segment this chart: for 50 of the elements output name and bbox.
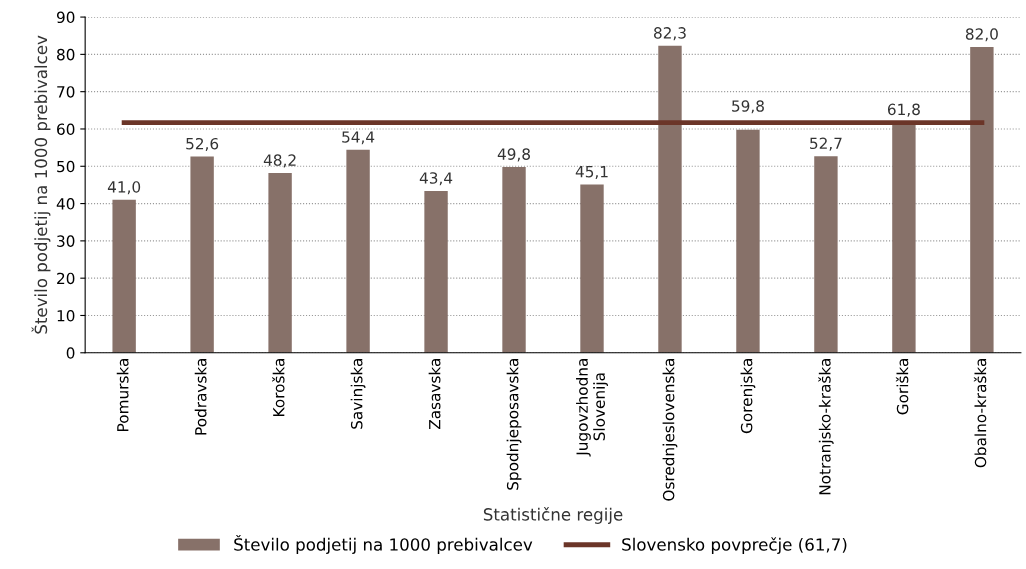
- x-tick-label: Zasavska: [428, 359, 441, 430]
- bar: [736, 129, 760, 353]
- data-label: 52,6: [186, 137, 219, 152]
- x-tick-label: Koroška: [272, 359, 285, 416]
- bar: [346, 149, 370, 353]
- data-label: 82,0: [965, 28, 998, 42]
- x-tick-label: Savinjska: [350, 359, 366, 429]
- bar: [970, 46, 994, 353]
- x-axis-title: Statistične regije: [483, 507, 623, 524]
- y-tick-label: 40: [56, 198, 75, 210]
- legend-label: Slovensko povprečje (61,7): [622, 537, 847, 554]
- x-tick-label: Jugovzhodna Slovenija: [576, 359, 608, 457]
- y-tick-label: 0: [66, 347, 75, 359]
- data-label: 59,8: [732, 100, 764, 114]
- bar: [424, 190, 448, 353]
- x-tick-label: Obalno-kraška: [973, 359, 987, 468]
- y-tick-label: 50: [57, 160, 75, 173]
- bar: [190, 156, 214, 353]
- data-label: 54,4: [342, 131, 375, 145]
- data-label: 45,1: [575, 166, 608, 179]
- y-tick-label: 20: [57, 272, 75, 285]
- x-tick-label: Spodnjeposavska: [506, 359, 522, 490]
- bar: [892, 122, 916, 353]
- data-label: 61,8: [887, 103, 920, 117]
- data-label: 41,0: [107, 181, 141, 195]
- data-label: 48,2: [263, 154, 296, 168]
- y-tick-label: 70: [57, 86, 75, 98]
- legend-label: Število podjetij na 1000 prebivalcev: [234, 535, 533, 554]
- bar: [580, 184, 604, 353]
- y-axis-title: Število podjetij na 1000 prebivalcev: [31, 35, 51, 334]
- bar: [502, 167, 526, 353]
- x-tick-label: Goriška: [895, 359, 909, 415]
- x-tick-label: Podravska: [194, 359, 207, 435]
- bar: [268, 172, 292, 353]
- data-label: 43,4: [419, 172, 453, 186]
- x-tick-label: Notranjsko-kraška: [818, 359, 834, 495]
- y-tick-label: 30: [57, 235, 75, 247]
- y-tick-label: 80: [57, 48, 75, 61]
- bar: [112, 199, 136, 353]
- x-tick-label: Osrednjeslovenska: [662, 359, 678, 501]
- bar: [814, 156, 838, 353]
- y-tick-label: 60: [57, 123, 75, 135]
- x-tick-label: Pomurska: [116, 359, 129, 431]
- data-label: 82,3: [654, 27, 686, 41]
- bar: [658, 45, 682, 353]
- data-label: 52,7: [810, 137, 842, 151]
- x-tick-label: Gorenjska: [740, 359, 756, 434]
- data-label: 49,8: [497, 148, 530, 162]
- y-tick-label: 10: [57, 309, 75, 322]
- y-tick-label: 90: [56, 11, 75, 24]
